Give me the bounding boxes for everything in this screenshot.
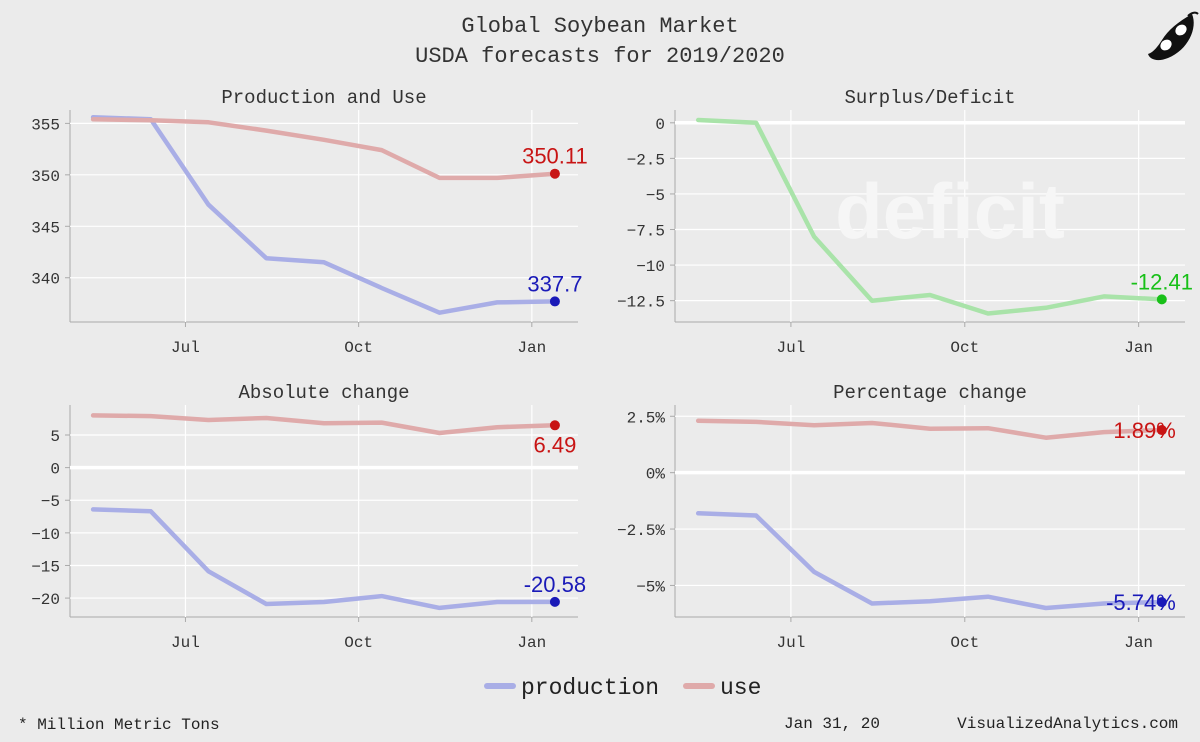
x-tick-label: Jan (517, 634, 546, 652)
y-tick-label: −10 (31, 526, 60, 544)
y-tick-label: 0 (50, 461, 60, 479)
y-tick-label: −12.5 (617, 294, 665, 312)
x-tick-label: Oct (950, 634, 979, 652)
end-value-label-use: 350.11 (522, 144, 588, 169)
x-tick-label: Jul (171, 634, 200, 652)
series-line-production (90, 507, 558, 611)
y-tick-label: −7.5 (627, 223, 665, 241)
y-tick-label: −2.5% (617, 522, 665, 540)
end-marker-production (549, 596, 560, 607)
end-value-label-production: -20.58 (524, 572, 586, 597)
footer-site: VisualizedAnalytics.com (957, 715, 1178, 733)
y-tick-label: 345 (31, 219, 60, 237)
panel-percentage-change: Percentage change 2.5% 0% −2.5% −5% Jul Oct Jan… (617, 382, 1185, 652)
x-tick-label: Jul (171, 339, 200, 357)
panel-title: Production and Use (221, 87, 426, 109)
y-tick-label: 2.5% (627, 409, 666, 427)
deficit-watermark: deficit (835, 167, 1065, 255)
y-tick-label: 0% (646, 466, 666, 484)
y-tick-label: −20 (31, 591, 60, 609)
panel-title: Percentage change (833, 382, 1027, 404)
panel-production-and-use: Production and Use 340 345 350 355 Jul Oct Jan 3… (31, 87, 588, 357)
end-value-label-production: -5.74% (1106, 590, 1176, 615)
end-marker-surplus (1156, 294, 1167, 305)
series-line-use (90, 117, 558, 181)
x-tick-label: Jan (1124, 339, 1153, 357)
y-tick-label: −5 (646, 187, 665, 205)
x-tick-label: Jul (777, 339, 806, 357)
y-tick-label: 355 (31, 116, 60, 134)
y-tick-label: −5% (636, 578, 665, 596)
end-marker-production (549, 296, 560, 307)
y-tick-label: 350 (31, 168, 60, 186)
y-tick-label: −10 (636, 258, 665, 276)
y-tick-label: 340 (31, 271, 60, 289)
y-tick-label: −2.5 (627, 151, 665, 169)
end-value-label-production: 337.7 (527, 271, 582, 296)
y-tick-label: −5 (41, 493, 60, 511)
figure-title: Global Soybean Market (461, 14, 738, 39)
x-tick-label: Jan (1124, 634, 1153, 652)
end-marker-production (1156, 597, 1167, 608)
footer-units-note: * Million Metric Tons (18, 716, 220, 734)
end-marker-use (549, 420, 560, 431)
y-tick-label: −15 (31, 558, 60, 576)
series-line-production (90, 114, 558, 315)
series-line-production (695, 511, 1165, 611)
y-tick-label: 0 (655, 116, 665, 134)
series-line-use (90, 413, 558, 436)
legend-label-use: use (720, 675, 761, 701)
legend-label-production: production (521, 675, 659, 701)
legend: production use (484, 675, 761, 701)
panel-title: Surplus/Deficit (844, 87, 1015, 109)
panel-absolute-change: Absolute change 5 0 −5 −10 −15 −20 Jul Oct Jan -20… (31, 382, 586, 652)
end-marker-use (549, 168, 560, 179)
y-tick-label: 5 (50, 428, 60, 446)
footer-date: Jan 31, 20 (784, 715, 880, 733)
end-value-label-use: 1.89% (1113, 418, 1175, 443)
end-marker-use (1156, 425, 1167, 436)
series-line-use (695, 418, 1165, 440)
figure-subtitle: USDA forecasts for 2019/2020 (415, 44, 785, 69)
soybean-pod-icon (1148, 11, 1199, 61)
x-tick-label: Oct (344, 339, 373, 357)
end-value-label-use: 6.49 (533, 432, 576, 457)
x-tick-label: Oct (950, 339, 979, 357)
panel-surplus-deficit: Surplus/Deficit 0 −2.5 −5 −7.5 −10 −12.5 Jul Oct… (617, 87, 1193, 357)
x-tick-label: Jan (517, 339, 546, 357)
x-tick-label: Jul (777, 634, 806, 652)
x-tick-label: Oct (344, 634, 373, 652)
series-line-surplus (695, 117, 1165, 316)
end-value-label-surplus: -12.41 (1131, 269, 1193, 294)
panel-title: Absolute change (238, 382, 409, 404)
